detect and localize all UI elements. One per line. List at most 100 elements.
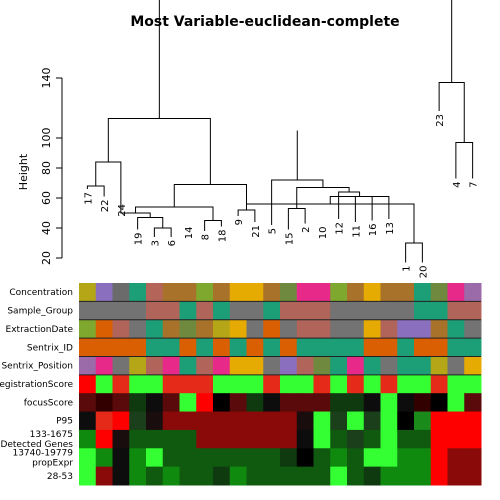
heatmap-row-label: Sentrix_ID (27, 343, 73, 353)
heatmap-cell (263, 466, 281, 486)
heatmap-cell (213, 448, 231, 468)
heatmap-cell (414, 338, 432, 357)
heatmap-row-label: 133-1675 (30, 430, 73, 440)
heatmap-row-label: RegistrationScore (0, 380, 73, 390)
heatmap-cell (79, 393, 97, 413)
heatmap-cell (313, 301, 331, 321)
heatmap-cell (330, 301, 348, 321)
leaf-label: 20 (418, 266, 429, 279)
leaf-label: 18 (217, 230, 228, 243)
heatmap-cell (79, 283, 97, 302)
heatmap-cell (95, 319, 113, 339)
y-tick-label: 60 (40, 191, 53, 205)
heatmap-cell (313, 338, 331, 357)
heatmap-cell (263, 429, 281, 449)
heatmap-cell (95, 338, 113, 357)
heatmap-cell (397, 374, 415, 394)
heatmap-cell (213, 283, 231, 302)
heatmap-cell (129, 338, 147, 357)
heatmap-cell (146, 374, 164, 394)
heatmap-cell (430, 393, 448, 413)
heatmap-cell (347, 411, 365, 431)
heatmap-cell (464, 301, 482, 321)
heatmap-cell (447, 356, 465, 376)
heatmap-cell (146, 356, 164, 376)
heatmap-cell (229, 466, 247, 486)
heatmap-cell (129, 411, 147, 431)
heatmap-cell (95, 429, 113, 449)
heatmap-cell (380, 338, 398, 357)
heatmap-cell (162, 411, 180, 431)
heatmap-cell (380, 301, 398, 321)
heatmap-cell (246, 338, 264, 357)
chart-title: Most Variable-euclidean-complete (130, 14, 399, 30)
heatmap-cell (464, 466, 482, 486)
heatmap-cell (112, 448, 130, 468)
heatmap-cell (179, 448, 197, 468)
heatmap-cell (162, 301, 180, 321)
leaf-label: 8 (201, 234, 212, 240)
leaf-label: 24 (117, 204, 128, 217)
heatmap-cell (397, 338, 415, 357)
heatmap-cell (430, 448, 448, 468)
heatmap-cell (213, 301, 231, 321)
heatmap-cell (112, 356, 130, 376)
row-labels: Concentration Sample_Group ExtractionDate S… (0, 288, 73, 482)
heatmap-cell (146, 338, 164, 357)
heatmap-cell (363, 356, 381, 376)
heatmap-cell (246, 448, 264, 468)
heatmap-cell (296, 319, 314, 339)
heatmap-cell (414, 411, 432, 431)
heatmap-cell (196, 393, 214, 413)
heatmap-row-label: ExtractionDate (6, 325, 74, 335)
heatmap-cell (363, 374, 381, 394)
heatmap-cell (263, 301, 281, 321)
dendrogram-branch (354, 196, 373, 222)
heatmap-cell (179, 466, 197, 486)
heatmap-cell (414, 374, 432, 394)
heatmap-cell (229, 411, 247, 431)
heatmap-cell (263, 374, 281, 394)
heatmap-cell (347, 356, 365, 376)
heatmap-cell (464, 448, 482, 468)
heatmap-cell (79, 448, 97, 468)
heatmap-cell (347, 338, 365, 357)
heatmap-cell (330, 338, 348, 357)
heatmap-cell (464, 283, 482, 302)
heatmap-cell (79, 338, 97, 357)
heatmap-cell (179, 301, 197, 321)
heatmap-cell (246, 374, 264, 394)
heatmap-cell (414, 283, 432, 302)
heatmap-cell (313, 356, 331, 376)
heatmap-cell (280, 393, 298, 413)
heatmap-cell (162, 283, 180, 302)
heatmap-cell (196, 411, 214, 431)
leaf-label: 15 (284, 233, 295, 246)
heatmap-cell (464, 393, 482, 413)
heatmap-cell (313, 319, 331, 339)
heatmap-cell (296, 448, 314, 468)
heatmap-cell (447, 448, 465, 468)
heatmap-cell (330, 466, 348, 486)
heatmap-cell (464, 429, 482, 449)
heatmap-cell (280, 338, 298, 357)
heatmap-cell (280, 429, 298, 449)
heatmap-cell (263, 356, 281, 376)
leaf-label: 3 (150, 240, 161, 246)
heatmap-cell (347, 283, 365, 302)
heatmap-cell (363, 301, 381, 321)
heatmap-cell (79, 429, 97, 449)
heatmap-cell (280, 283, 298, 302)
leaf-label: 4 (452, 182, 463, 188)
dendrogram-branch (271, 179, 324, 225)
heatmap-cell (246, 411, 264, 431)
heatmap-cell (380, 319, 398, 339)
heatmap-cell (263, 338, 281, 357)
heatmap-cell (414, 448, 432, 468)
heatmap-cell (363, 283, 381, 302)
heatmap-cell (229, 448, 247, 468)
dendrogram-branch (95, 161, 122, 201)
heatmap-cell (347, 319, 365, 339)
y-axis-label: Height (17, 153, 30, 190)
heatmap-cell (112, 429, 130, 449)
